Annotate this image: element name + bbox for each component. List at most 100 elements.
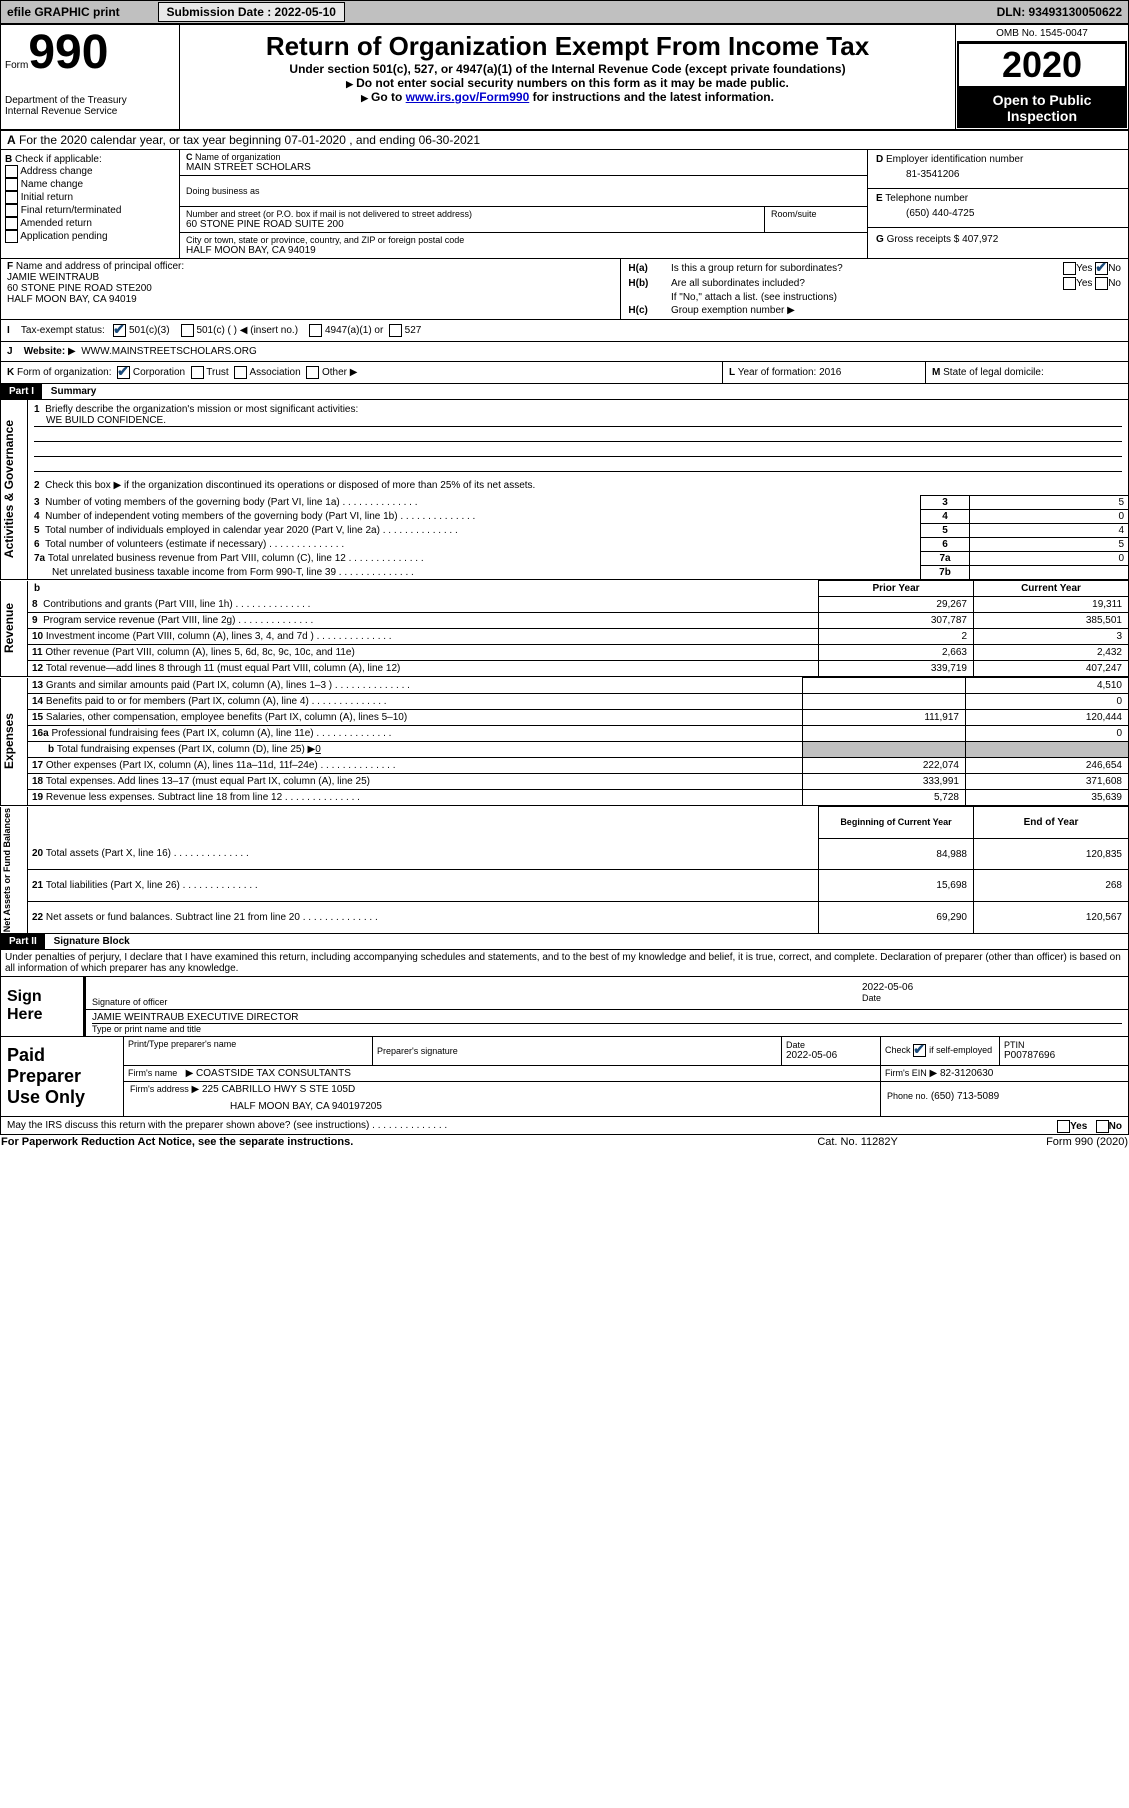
cb-501c3[interactable]: [113, 324, 126, 337]
typed-name: JAMIE WEINTRAUB EXECUTIVE DIRECTOR: [92, 1012, 1122, 1024]
net-21: Total liabilities (Part X, line 26): [46, 880, 180, 891]
rev-12: Total revenue—add lines 8 through 11 (mu…: [46, 663, 400, 674]
discuss-row: May the IRS discuss this return with the…: [0, 1117, 1129, 1135]
discuss-yes[interactable]: [1057, 1120, 1070, 1133]
part2-title: Signature Block: [48, 934, 136, 949]
cb-final-return[interactable]: [5, 204, 18, 217]
cb-address-change[interactable]: [5, 165, 18, 178]
cat-no: Cat. No. 11282Y: [768, 1135, 947, 1149]
cb-assoc[interactable]: [234, 366, 247, 379]
net-22: Net assets or fund balances. Subtract li…: [46, 912, 300, 923]
subtitle-3b: for instructions and the latest informat…: [529, 90, 774, 104]
dln-label: DLN: 93493130050622: [957, 1, 1129, 24]
q1: Briefly describe the organization's miss…: [45, 404, 358, 415]
paid-prep-label: Paid Preparer Use Only: [1, 1037, 124, 1117]
firm-name: COASTSIDE TAX CONSULTANTS: [196, 1068, 351, 1079]
cb-amended[interactable]: [5, 217, 18, 230]
city-label: City or town, state or province, country…: [186, 235, 861, 245]
net-21-c: 268: [974, 870, 1129, 902]
exp-17-c: 246,654: [966, 758, 1129, 774]
exp-18: Total expenses. Add lines 13–17 (must eq…: [46, 776, 370, 787]
rev-8-p: 29,267: [819, 597, 974, 613]
exp-16b-u: 0: [315, 744, 321, 755]
cb-corp[interactable]: [117, 366, 130, 379]
netassets-section: Net Assets or Fund Balances Beginning of…: [0, 806, 1129, 934]
m-label: State of legal domicile:: [943, 367, 1044, 378]
curr-hdr: Current Year: [974, 581, 1129, 597]
firm-addr1: 225 CABRILLO HWY S STE 105D: [202, 1084, 355, 1095]
exp-19-c: 35,639: [966, 790, 1129, 806]
officer-name: JAMIE WEINTRAUB: [7, 272, 614, 283]
prep-c2: Preparer's signature: [377, 1046, 777, 1056]
ha-yes[interactable]: [1063, 262, 1076, 275]
ein-label: Employer identification number: [886, 154, 1023, 165]
h-note: If "No," attach a list. (see instruction…: [670, 291, 1122, 304]
typed-label: Type or print name and title: [92, 1024, 1122, 1034]
form990-link[interactable]: www.irs.gov/Form990: [406, 90, 530, 104]
form-word: Form: [5, 60, 28, 71]
cb-4947[interactable]: [309, 324, 322, 337]
sig-label: Signature of officer: [92, 997, 850, 1007]
rev-9-c: 385,501: [974, 613, 1129, 629]
discuss-q: May the IRS discuss this return with the…: [7, 1120, 369, 1131]
exp-17: Other expenses (Part IX, column (A), lin…: [46, 760, 318, 771]
preparer-block: Paid Preparer Use Only Print/Type prepar…: [0, 1037, 1129, 1117]
exp-13-p: [803, 678, 966, 694]
cb-trust[interactable]: [191, 366, 204, 379]
room-label: Room/suite: [765, 207, 868, 233]
ha-no[interactable]: [1095, 262, 1108, 275]
rev-10-p: 2: [819, 629, 974, 645]
revenue-section: Revenue b Prior Year Current Year 8 Cont…: [0, 580, 1129, 677]
net-21-p: 15,698: [819, 870, 974, 902]
rev-10-c: 3: [974, 629, 1129, 645]
sign-here: Sign Here: [1, 977, 85, 1037]
hb-no[interactable]: [1095, 277, 1108, 290]
cb-name-change[interactable]: [5, 178, 18, 191]
gov-5-v: 4: [970, 524, 1129, 538]
exp-13: Grants and similar amounts paid (Part IX…: [46, 680, 332, 691]
rev-12-p: 339,719: [819, 661, 974, 677]
submission-date-button[interactable]: Submission Date : 2022-05-10: [158, 2, 345, 22]
cb-self-emp[interactable]: [913, 1044, 926, 1057]
firm-addr2: HALF MOON BAY, CA 940197205: [130, 1095, 874, 1114]
gov-4-v: 0: [970, 510, 1129, 524]
cb-other[interactable]: [306, 366, 319, 379]
sign-block: Sign Here Signature of officer 2022-05-0…: [0, 977, 1129, 1037]
cb-527[interactable]: [389, 324, 402, 337]
line-j: J Website: ▶ WWW.MAINSTREETSCHOLARS.ORG: [0, 342, 1129, 362]
cb-501c[interactable]: [181, 324, 194, 337]
rev-9-p: 307,787: [819, 613, 974, 629]
opt-name-change: Name change: [21, 179, 83, 190]
hb-yes[interactable]: [1063, 277, 1076, 290]
ha-text: Is this a group return for subordinates?: [670, 261, 1006, 276]
opt-final-return: Final return/terminated: [21, 205, 122, 216]
begin-hdr: Beginning of Current Year: [819, 807, 974, 839]
declaration: Under penalties of perjury, I declare th…: [0, 950, 1129, 977]
exp-14: Benefits paid to or for members (Part IX…: [46, 696, 309, 707]
cb-initial-return[interactable]: [5, 191, 18, 204]
form-header: Form990 Department of the Treasury Inter…: [0, 24, 1129, 130]
exp-15: Salaries, other compensation, employee b…: [46, 712, 407, 723]
irs-label: Internal Revenue Service: [5, 106, 175, 117]
gov-6: Total number of volunteers (estimate if …: [45, 539, 266, 550]
b-label: Check if applicable:: [15, 154, 102, 165]
officer-addr1: 60 STONE PINE ROAD STE200: [7, 283, 614, 294]
dba-label: Doing business as: [186, 186, 861, 196]
exp-16a: Professional fundraising fees (Part IX, …: [51, 728, 313, 739]
net-22-c: 120,567: [974, 902, 1129, 934]
line-a: A For the 2020 calendar year, or tax yea…: [0, 130, 1129, 150]
exp-13-c: 4,510: [966, 678, 1129, 694]
exp-16b: Total fundraising expenses (Part IX, col…: [57, 744, 315, 755]
ein-value: 81-3541206: [876, 165, 1120, 184]
part2-hdr: Part II: [1, 934, 45, 949]
addr-label: Number and street (or P.O. box if mail i…: [186, 209, 758, 219]
prep-c1: Print/Type preparer's name: [128, 1039, 368, 1049]
discuss-no[interactable]: [1096, 1120, 1109, 1133]
rev-12-c: 407,247: [974, 661, 1129, 677]
entity-block: B Check if applicable: Address change Na…: [0, 150, 1129, 258]
subtitle-2: Do not enter social security numbers on …: [188, 76, 947, 90]
cb-app-pending[interactable]: [5, 230, 18, 243]
rev-10: Investment income (Part VIII, column (A)…: [46, 631, 314, 642]
dept-label: Department of the Treasury: [5, 95, 175, 106]
l-value: 2016: [819, 367, 841, 378]
